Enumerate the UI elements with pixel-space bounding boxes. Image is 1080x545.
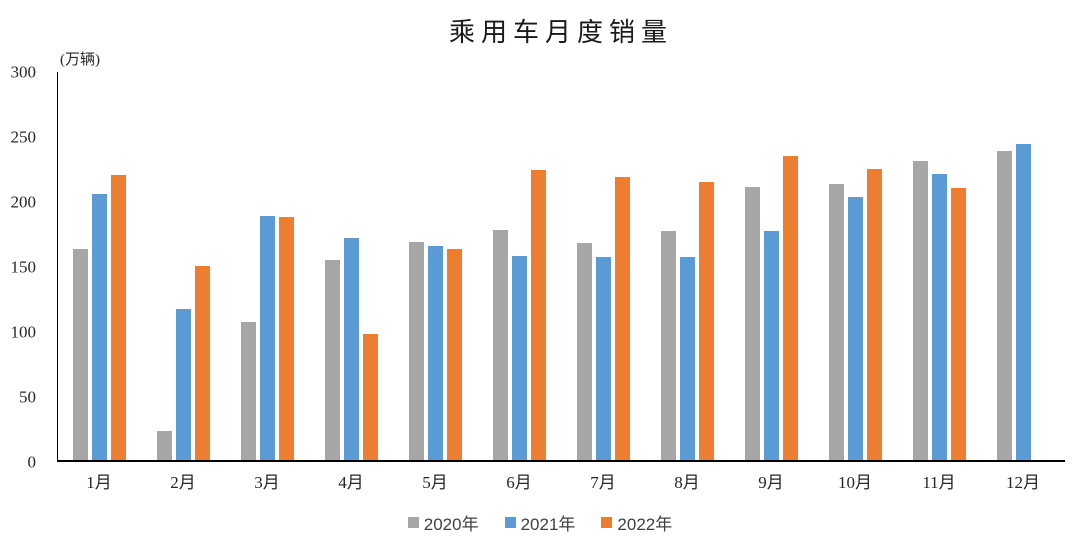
y-tick-label-150: 150 bbox=[10, 257, 37, 277]
legend-swatch-icon bbox=[601, 517, 613, 528]
x-tick-label-4月: 4月 bbox=[338, 473, 364, 492]
bar-2022年-5月 bbox=[447, 249, 463, 460]
bar-2021年-1月 bbox=[92, 193, 108, 460]
bar-2021年-10月 bbox=[847, 197, 863, 460]
bar-2020年-11月 bbox=[912, 161, 928, 460]
bar-2021年-11月 bbox=[931, 174, 947, 460]
chart-title: 乘用车月度销量 bbox=[448, 18, 673, 47]
bar-2022年-6月 bbox=[531, 170, 547, 460]
plot-area bbox=[57, 72, 1065, 462]
bar-2021年-5月 bbox=[428, 245, 444, 460]
bar-group-9月 bbox=[729, 72, 813, 460]
y-tick-label-250: 250 bbox=[10, 127, 37, 147]
bar-2022年-1月 bbox=[111, 175, 127, 460]
bar-2021年-12月 bbox=[1015, 144, 1031, 460]
bar-2020年-9月 bbox=[744, 187, 760, 460]
y-tick-label-200: 200 bbox=[10, 192, 37, 212]
bar-2022年-4月 bbox=[363, 333, 379, 460]
x-tick-label-6月: 6月 bbox=[506, 473, 532, 492]
bar-group-4月 bbox=[310, 72, 394, 460]
bar-2021年-4月 bbox=[344, 237, 360, 460]
bar-2020年-1月 bbox=[73, 249, 89, 460]
legend: 2020年 2021年 2022年 bbox=[0, 510, 1080, 535]
bar-group-12月 bbox=[981, 72, 1065, 460]
y-axis-unit-label: (万辆) bbox=[60, 52, 100, 68]
x-tick-label-11月: 11月 bbox=[922, 473, 956, 492]
x-tick-label-2月: 2月 bbox=[170, 473, 196, 492]
legend-label: 2021年 bbox=[520, 515, 576, 534]
bar-2020年-12月 bbox=[996, 150, 1012, 460]
bar-2020年-7月 bbox=[576, 242, 592, 460]
bar-group-6月 bbox=[478, 72, 562, 460]
bar-2022年-7月 bbox=[614, 176, 630, 460]
bar-2021年-6月 bbox=[512, 255, 528, 460]
bar-2022年-8月 bbox=[698, 181, 714, 460]
bar-group-10月 bbox=[813, 72, 897, 460]
legend-item-2020年: 2020年 bbox=[407, 510, 479, 535]
legend-swatch-icon bbox=[504, 517, 516, 528]
y-axis: 0 50 100 150 200 250 300 bbox=[0, 64, 46, 471]
bar-2020年-4月 bbox=[325, 259, 341, 460]
legend-label: 2022年 bbox=[617, 515, 673, 534]
bar-group-8月 bbox=[645, 72, 729, 460]
x-tick-label-9月: 9月 bbox=[758, 473, 784, 492]
bar-2020年-2月 bbox=[157, 431, 173, 460]
y-tick-label-100: 100 bbox=[10, 322, 37, 342]
bar-2021年-9月 bbox=[763, 231, 779, 460]
bar-2021年-7月 bbox=[595, 257, 611, 460]
y-tick-label-50: 50 bbox=[19, 387, 36, 407]
bar-2020年-3月 bbox=[241, 322, 257, 460]
bar-group-11月 bbox=[897, 72, 981, 460]
bars-area bbox=[58, 72, 1065, 460]
x-tick-label-3月: 3月 bbox=[254, 473, 280, 492]
bar-group-7月 bbox=[562, 72, 646, 460]
x-tick-label-8月: 8月 bbox=[674, 473, 700, 492]
x-tick-label-7月: 7月 bbox=[590, 473, 616, 492]
x-tick-label-5月: 5月 bbox=[422, 473, 448, 492]
y-tick-label-300: 300 bbox=[10, 62, 37, 82]
bar-2022年-11月 bbox=[950, 188, 966, 460]
bar-group-2月 bbox=[142, 72, 226, 460]
legend-label: 2020年 bbox=[423, 515, 479, 534]
bar-group-3月 bbox=[226, 72, 310, 460]
bar-group-5月 bbox=[394, 72, 478, 460]
bar-2020年-10月 bbox=[828, 184, 844, 460]
bar-2022年-10月 bbox=[866, 168, 882, 460]
x-axis: 1月 2月 3月 4月 5月 6月 7月 8月 9月 10月 11月 12月 bbox=[57, 468, 1065, 493]
bar-2021年-3月 bbox=[260, 215, 276, 460]
x-tick-label-1月: 1月 bbox=[86, 473, 112, 492]
y-tick-label-0: 0 bbox=[27, 452, 37, 472]
bar-2022年-2月 bbox=[195, 266, 211, 460]
bar-group-1月 bbox=[58, 72, 142, 460]
legend-item-2022年: 2022年 bbox=[601, 510, 672, 535]
bar-2021年-2月 bbox=[176, 309, 192, 460]
x-tick-label-10月: 10月 bbox=[838, 473, 872, 492]
bar-2020年-5月 bbox=[409, 241, 425, 460]
bar-2020年-6月 bbox=[493, 229, 509, 460]
bar-2022年-3月 bbox=[279, 216, 295, 460]
legend-swatch-icon bbox=[407, 517, 419, 528]
x-tick-label-12月: 12月 bbox=[1006, 473, 1040, 492]
legend-item-2021年: 2021年 bbox=[504, 510, 576, 535]
bar-2021年-8月 bbox=[679, 257, 695, 460]
bar-2022年-9月 bbox=[782, 155, 798, 460]
bar-2020年-8月 bbox=[660, 231, 676, 460]
